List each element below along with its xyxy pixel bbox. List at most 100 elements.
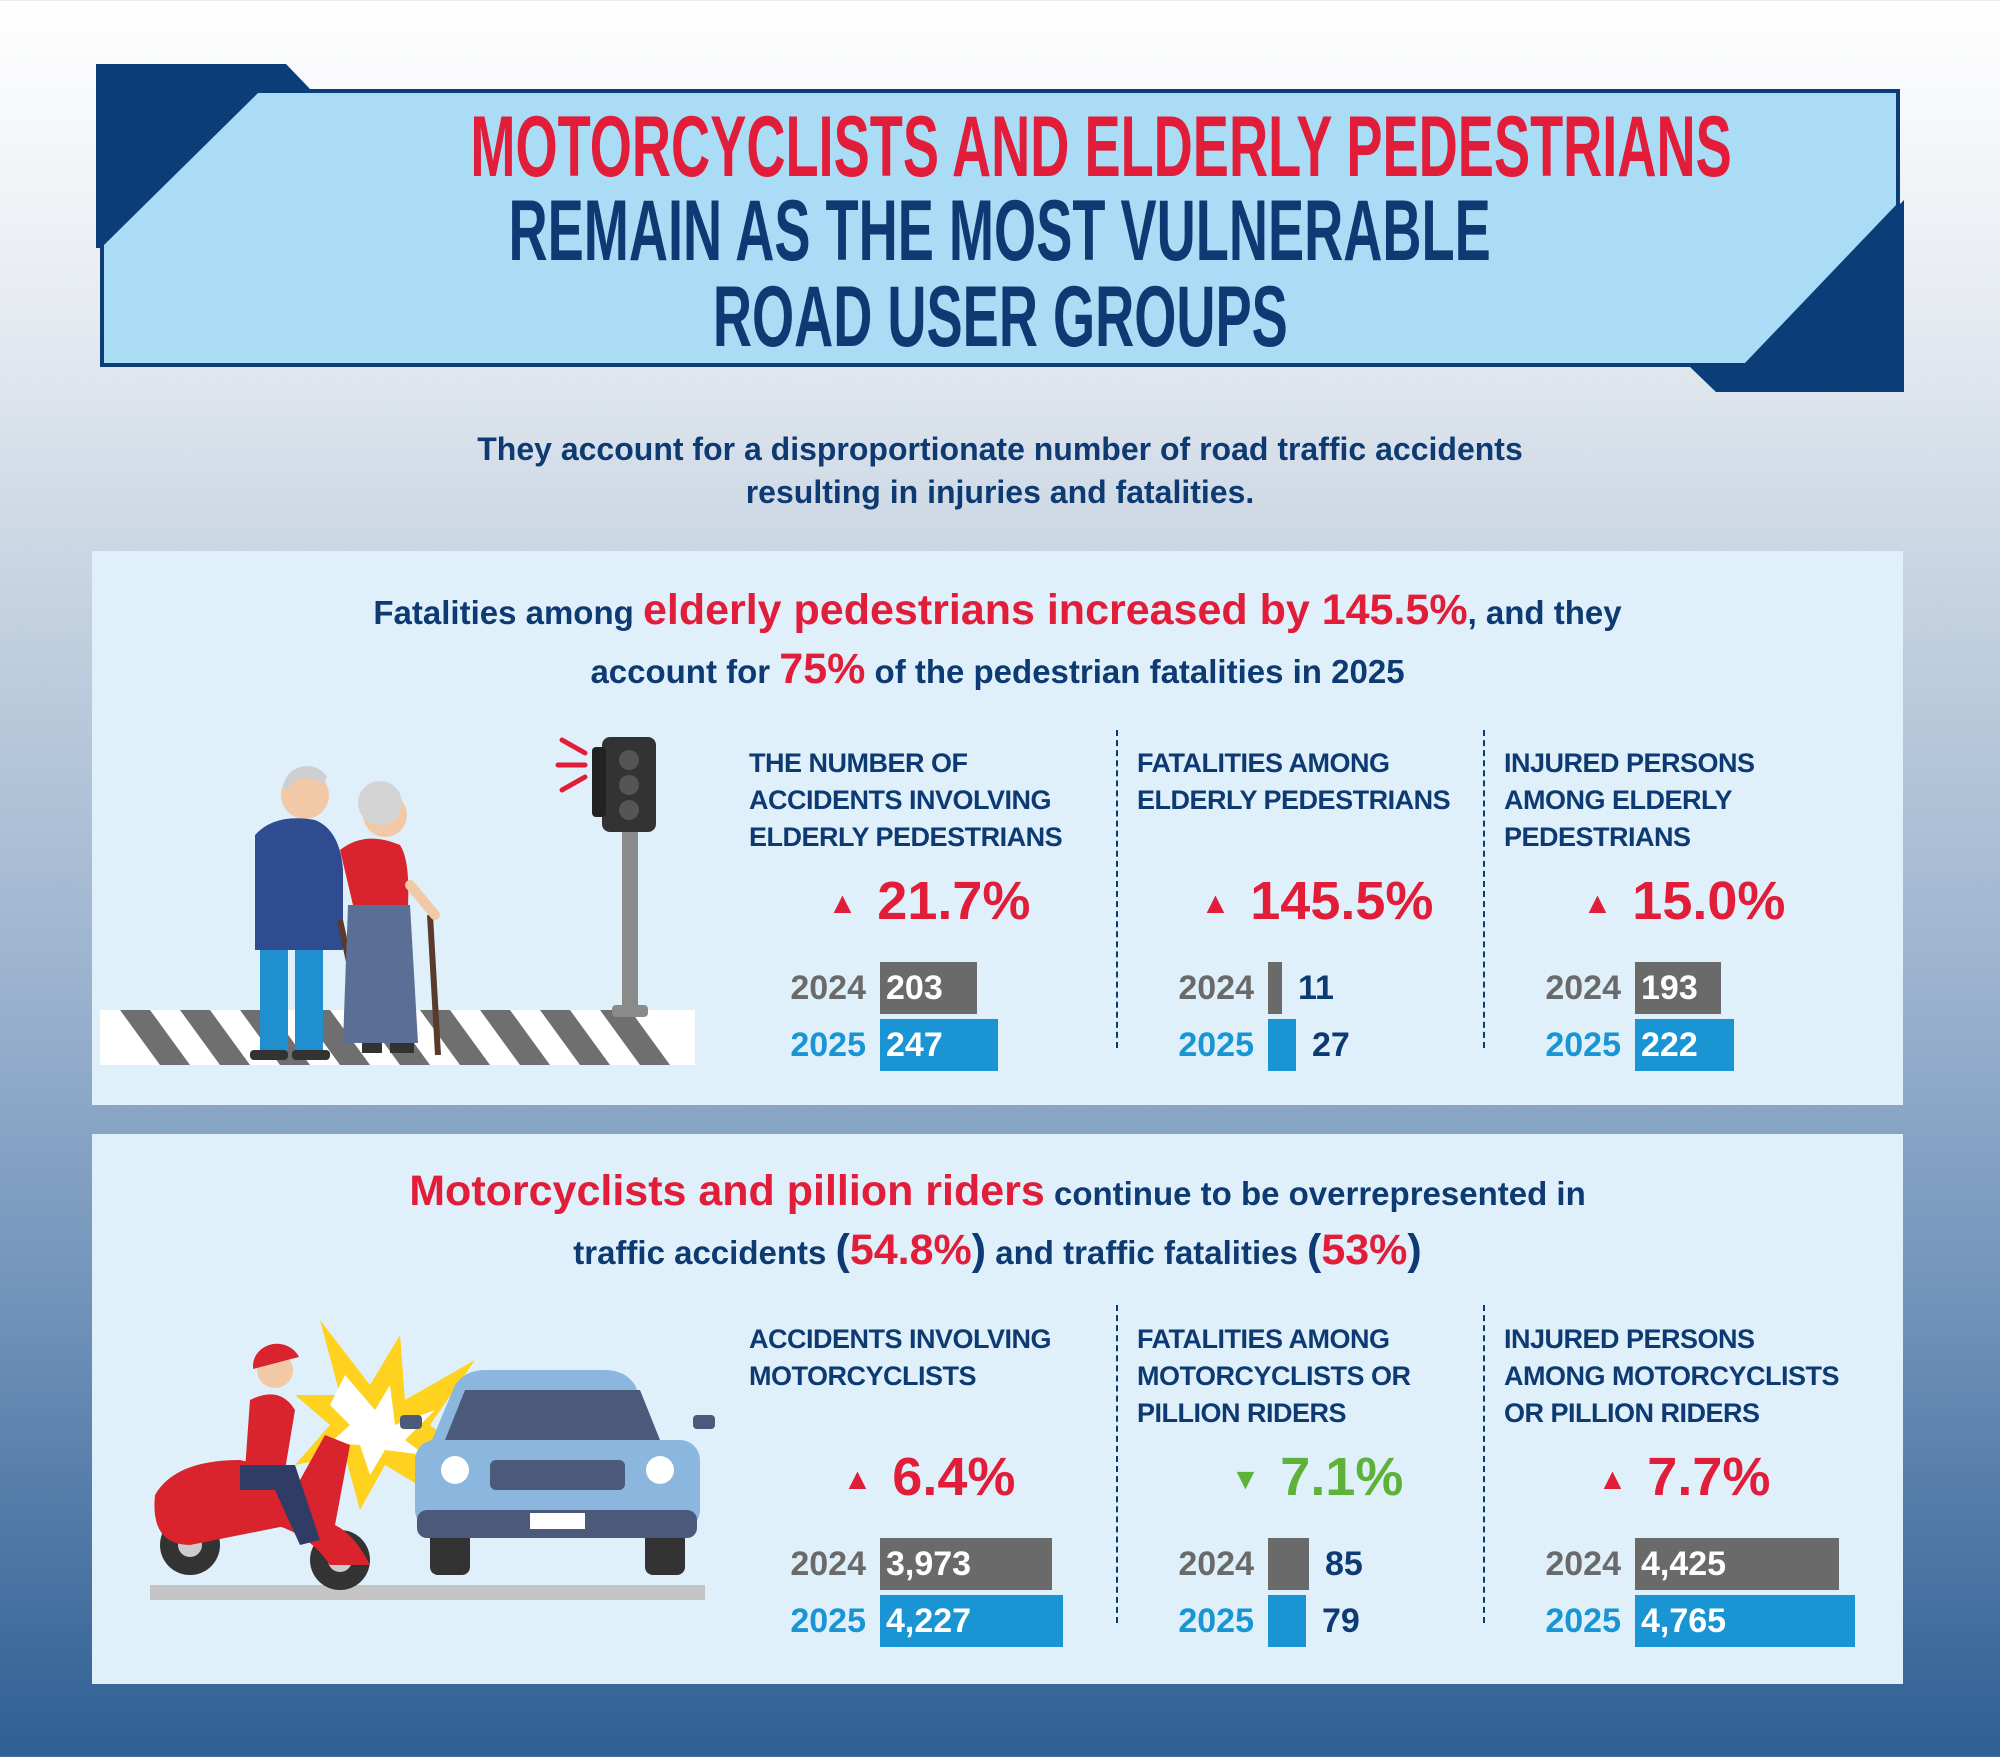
value-bar-2024 [1635,1538,1839,1590]
stat-title: INJURED PERSONS AMONG MOTORCYCLISTS OR PIL… [1504,1321,1840,1432]
elderly-couple-illustration [100,737,695,1065]
banner-fold-shape [104,93,1896,363]
triangle-up-icon: ▲ [1597,1463,1628,1496]
title-box [100,89,1900,367]
headline-text: and traffic fatalities [986,1234,1308,1271]
value-bar-2025 [1635,1019,1734,1071]
stat-title: INJURED PERSONS AMONG ELDERLY PEDESTRIANS [1504,745,1755,856]
value-bar-2024 [880,962,977,1014]
value-bar-2024 [880,1538,1052,1590]
triangle-down-icon: ▼ [1230,1463,1261,1496]
change-value: 15.0% [1632,871,1786,931]
stat-title-line: FATALITIES AMONG [1137,1324,1390,1354]
car-icon [400,1370,715,1575]
triangle-up-icon: ▲ [1200,887,1231,920]
triangle-up-icon: ▲ [827,887,858,920]
year-label: 2025 [1178,1602,1254,1640]
stat-title-line: ELDERLY PEDESTRIANS [749,822,1063,852]
column-divider [1116,730,1118,1048]
stat-title-line: MOTORCYCLISTS OR [1137,1361,1411,1391]
value-bar-2024 [1635,962,1721,1014]
paren: ) [971,1226,987,1274]
elderly-headline-line-2: account for 75% of the pedestrian fatali… [92,641,1903,700]
stat-title-line: PEDESTRIANS [1504,822,1691,852]
stat-title-line: AMONG MOTORCYCLISTS [1504,1361,1840,1391]
bar-value: 203 [886,969,943,1007]
stat-title-line: INJURED PERSONS [1504,748,1755,778]
value-bar-2025 [1635,1595,1855,1647]
bar-value: 4,227 [886,1602,972,1640]
paren: ( [835,1226,850,1274]
elderly-headline: Fatalities among elderly pedestrians inc… [92,582,1903,700]
bar-value: 85 [1325,1545,1363,1583]
paren: ) [1407,1226,1422,1274]
change-percent: ▼ 7.1% [1137,1446,1497,1508]
triangle-up-icon: ▲ [842,1463,873,1496]
title-line-3: ROAD USER GROUPS [712,269,1288,365]
subtitle-line-1: They account for a disproportionate numb… [477,431,1523,467]
year-label: 2025 [1545,1602,1621,1640]
year-label: 2024 [1178,969,1254,1007]
traffic-light-icon [555,737,656,1017]
column-divider [1483,730,1485,1048]
year-label: 2024 [790,1545,866,1583]
stat-title-line: PILLION RIDERS [1137,1398,1347,1428]
headline-text: of the pedestrian fatalities in 2025 [865,653,1405,690]
headline-highlight: 54.8% [849,1226,972,1274]
bar-value: 193 [1641,969,1698,1007]
value-bar-2025 [1268,1019,1296,1071]
value-bar-2025 [880,1019,998,1071]
title-line-2: REMAIN AS THE MOST VULNERABLE [508,183,1492,279]
bar-value: 11 [1298,969,1334,1007]
collision-burst-icon [295,1320,475,1510]
year-label: 2024 [1545,969,1621,1007]
column-divider [1116,1305,1118,1623]
year-label: 2024 [1178,1545,1254,1583]
value-bar-2025 [1268,1595,1306,1647]
year-label: 2025 [790,1026,866,1064]
year-label: 2025 [1178,1026,1254,1064]
headline-text: , and they [1467,594,1622,631]
value-bar-2024 [1268,962,1282,1014]
value-bar-2025 [880,1595,1063,1647]
headline-text: account for [590,653,780,690]
year-label: 2025 [1545,1026,1621,1064]
road-line [150,1585,705,1600]
headline-highlight: Motorcyclists and pillion riders [409,1167,1045,1215]
bar-value: 247 [886,1026,943,1064]
headline-highlight: elderly pedestrians increased by 145.5% [642,586,1468,634]
year-label: 2024 [790,969,866,1007]
title-line-1: MOTORCYCLISTS AND ELDERLY PEDESTRIANS [470,99,1732,195]
stat-title-line: THE NUMBER OF [749,748,968,778]
stat-title: ACCIDENTS INVOLVING MOTORCYCLISTS [749,1321,1052,1395]
stat-title: THE NUMBER OF ACCIDENTS INVOLVING ELDERLY … [749,745,1063,856]
paren: ( [1307,1226,1322,1274]
change-value: 21.7% [877,871,1031,931]
stat-title: FATALITIES AMONG ELDERLY PEDESTRIANS [1137,745,1451,819]
value-bar-2024 [1268,1538,1309,1590]
stat-title-line: ACCIDENTS INVOLVING [749,1324,1052,1354]
subtitle-line-2: resulting in injuries and fatalities. [745,474,1255,510]
motorcycle-crash-illustration [150,1320,715,1600]
motorcyclist-headline: Motorcyclists and pillion riders continu… [92,1163,1903,1281]
year-label: 2025 [790,1602,866,1640]
subtitle: They account for a disproportionate numb… [0,428,2000,514]
year-label: 2024 [1545,1545,1621,1583]
stat-title-line: FATALITIES AMONG [1137,748,1390,778]
stat-title: FATALITIES AMONG MOTORCYCLISTS OR PILLION … [1137,1321,1411,1432]
column-divider [1483,1305,1485,1623]
headline-highlight: 53% [1321,1226,1408,1274]
stat-title-line: OR PILLION RIDERS [1504,1398,1760,1428]
elderly-man-icon [250,765,371,1060]
triangle-up-icon: ▲ [1582,887,1613,920]
bar-value: 4,765 [1641,1602,1727,1640]
change-percent: ▲ 6.4% [749,1446,1109,1508]
elderly-woman-icon [340,781,441,1056]
motorcyclist-headline-line-2: traffic accidents (54.8%) and traffic fa… [92,1222,1903,1281]
elderly-headline-line-1: Fatalities among elderly pedestrians inc… [92,582,1903,641]
change-percent: ▲ 21.7% [749,870,1109,932]
stat-title-line: ACCIDENTS INVOLVING [749,785,1052,815]
change-value: 145.5% [1250,871,1434,931]
stat-title-line: ELDERLY PEDESTRIANS [1137,785,1451,815]
stat-title-line: AMONG ELDERLY [1504,785,1733,815]
